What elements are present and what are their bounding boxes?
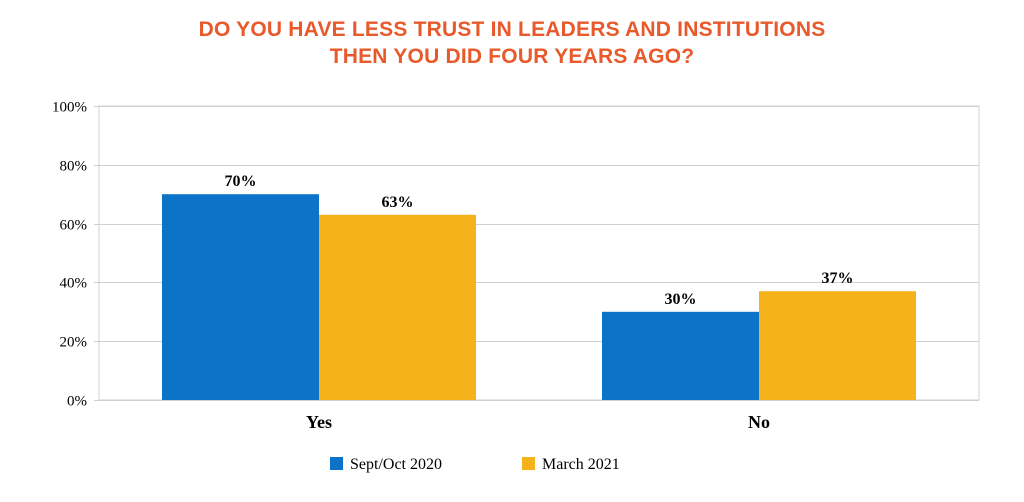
- data-label: 37%: [822, 270, 854, 287]
- y-tick-label: 20%: [60, 335, 88, 351]
- data-label: 63%: [382, 194, 414, 211]
- legend-swatch: [330, 457, 343, 470]
- chart-title-line-2: THEN YOU DID FOUR YEARS AGO?: [329, 45, 695, 68]
- data-label: 30%: [665, 291, 697, 308]
- x-tick-label: Yes: [306, 412, 332, 432]
- y-tick-label: 60%: [60, 218, 88, 234]
- bar: [319, 214, 476, 400]
- legend-swatch: [522, 457, 535, 470]
- bar: [759, 291, 916, 400]
- x-tick-label: No: [748, 412, 770, 432]
- data-label: 70%: [225, 173, 257, 190]
- legend-label: March 2021: [542, 456, 620, 473]
- bar: [602, 311, 759, 400]
- y-tick-label: 0%: [67, 394, 87, 410]
- legend-label: Sept/Oct 2020: [350, 456, 442, 473]
- y-tick-label: 100%: [52, 100, 87, 116]
- y-tick-label: 40%: [60, 276, 88, 292]
- chart-title-line-1: DO YOU HAVE LESS TRUST IN LEADERS AND IN…: [198, 18, 826, 41]
- bar: [162, 194, 319, 400]
- y-tick-label: 80%: [60, 159, 88, 175]
